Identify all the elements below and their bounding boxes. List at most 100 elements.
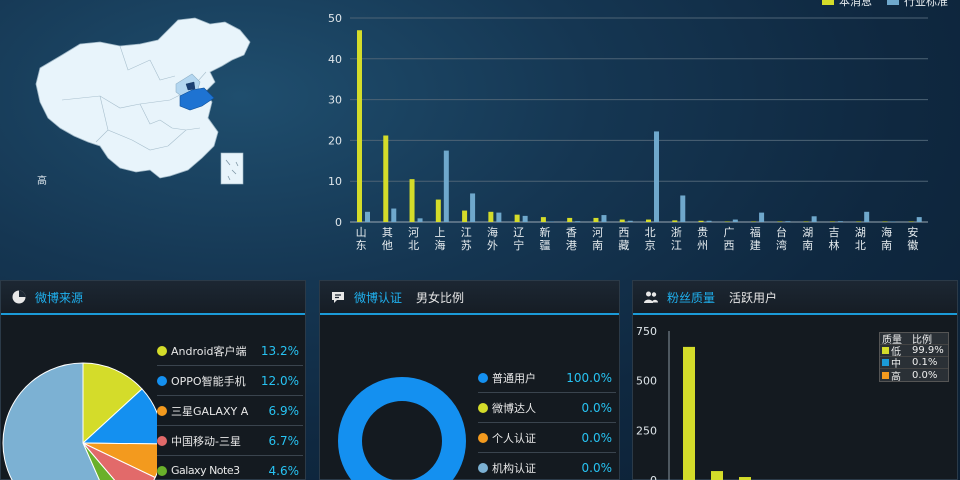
donut-slice[interactable] (338, 377, 466, 480)
legend-swatch[interactable] (822, 0, 834, 5)
bar-本消息[interactable] (409, 179, 415, 222)
x-tick-label: 南 (592, 239, 603, 252)
bar-本消息[interactable] (357, 30, 362, 222)
legend-item[interactable]: Galaxy Note3 4.6% (157, 456, 303, 480)
bar-行业标准[interactable] (916, 217, 922, 222)
bar-本消息[interactable] (593, 217, 599, 222)
bar-行业标准[interactable] (811, 216, 817, 222)
legend-label: Galaxy Note3 (171, 464, 240, 477)
bar-本消息[interactable] (724, 221, 730, 223)
x-tick-label: 新 (540, 225, 551, 239)
pie-slice[interactable] (81, 388, 157, 445)
bar-本消息[interactable] (751, 221, 757, 223)
bar-行业标准[interactable] (496, 212, 502, 222)
panel-tab-gender[interactable]: 男女比例 (416, 290, 465, 305)
x-tick-label: 河 (592, 226, 603, 239)
ratio-header-col: 比例 (912, 335, 932, 346)
bar-行业标准[interactable] (785, 221, 791, 222)
bar-行业标准[interactable] (759, 212, 765, 222)
bar-本消息[interactable] (908, 221, 914, 223)
bar-本消息[interactable] (435, 199, 441, 222)
legend-label: OPPO智能手机 (171, 374, 246, 388)
quality-row-low: 低 99.9% (880, 345, 948, 358)
bar-行业标准[interactable] (443, 150, 449, 222)
bar-本消息[interactable] (462, 210, 468, 222)
bar-行业标准[interactable] (890, 221, 896, 223)
pie-slice[interactable] (2, 362, 115, 480)
x-tick-label: 徽 (907, 238, 918, 252)
bar-本消息[interactable] (672, 220, 678, 222)
beijing-province[interactable] (185, 81, 196, 91)
legend-label: 普通用户 (492, 371, 536, 385)
bar-本消息[interactable] (383, 135, 389, 222)
bar-行业标准[interactable] (365, 211, 370, 222)
bar-行业标准[interactable] (601, 215, 607, 222)
y-tick-label: 30 (328, 94, 342, 107)
bar-本消息[interactable] (488, 211, 494, 222)
x-tick-label: 州 (697, 239, 708, 252)
quality-value: 0.0% (912, 369, 938, 381)
china-map: 高 (0, 0, 300, 268)
fans-bar[interactable] (683, 346, 695, 480)
bar-行业标准[interactable] (732, 219, 738, 222)
bar-本消息[interactable] (882, 221, 888, 223)
x-tick-label: 辽 (513, 226, 524, 239)
bar-行业标准[interactable] (680, 195, 686, 222)
y-tick-label: 750 (636, 325, 657, 338)
legend-swatch[interactable] (887, 0, 899, 5)
legend-item[interactable]: 中国移动-三星 6.7% (157, 426, 303, 456)
panel-title[interactable]: 粉丝质量 (667, 290, 716, 305)
x-tick-label: 吉 (829, 226, 840, 239)
bar-本消息[interactable] (646, 219, 651, 222)
bar-行业标准[interactable] (391, 208, 397, 222)
legend-item[interactable]: 机构认证 0.0% (478, 453, 616, 480)
china-map-land[interactable] (35, 17, 251, 179)
bar-行业标准[interactable] (417, 218, 423, 222)
legend-item[interactable]: 个人认证 0.0% (478, 423, 616, 453)
x-tick-label: 浙 (671, 226, 682, 239)
bar-行业标准[interactable] (654, 131, 659, 222)
shandong-province[interactable] (179, 87, 215, 111)
y-tick-label: 250 (636, 424, 657, 437)
bar-行业标准[interactable] (837, 221, 843, 222)
bar-行业标准[interactable] (470, 193, 476, 222)
bar-本消息[interactable] (514, 214, 520, 222)
legend-item[interactable]: Android客户端 13.2% (157, 336, 303, 366)
users-icon (644, 291, 658, 303)
bar-行业标准[interactable] (864, 211, 870, 222)
legend-label[interactable]: 本消息 (839, 0, 872, 8)
south-sea-inset[interactable] (220, 152, 244, 185)
pie-slice[interactable] (82, 362, 143, 445)
bar-行业标准[interactable] (548, 221, 554, 223)
x-tick-label: 江 (671, 239, 682, 252)
panel-title[interactable]: 微博来源 (35, 290, 84, 305)
legend-label: 微博达人 (492, 401, 536, 415)
legend-item[interactable]: OPPO智能手机 12.0% (157, 366, 303, 396)
bar-行业标准[interactable] (575, 221, 581, 222)
bar-本消息[interactable] (567, 217, 573, 222)
bar-行业标准[interactable] (627, 220, 633, 222)
legend-item[interactable]: 普通用户 100.0% (478, 363, 616, 393)
bar-本消息[interactable] (619, 219, 625, 222)
bar-本消息[interactable] (698, 220, 704, 222)
legend-item[interactable]: 三星GALAXY A 6.9% (157, 396, 303, 426)
fans-bar[interactable] (711, 471, 723, 480)
legend-item[interactable]: 微博达人 0.0% (478, 393, 616, 423)
bar-本消息[interactable] (540, 217, 546, 222)
bar-本消息[interactable] (829, 221, 835, 223)
legend-label[interactable]: 行业标准 (904, 0, 948, 8)
fans-bar[interactable] (739, 477, 751, 480)
source-pie-chart (2, 362, 157, 480)
bar-本消息[interactable] (856, 221, 862, 223)
bar-行业标准[interactable] (706, 220, 712, 222)
y-tick-label: 10 (328, 175, 342, 188)
bar-行业标准[interactable] (522, 215, 528, 222)
quality-legend-table: 质量 比例 低 99.9% 中 0.1% 高 0.0% (879, 332, 949, 383)
bar-本消息[interactable] (777, 221, 783, 223)
pie-slice[interactable] (82, 442, 135, 480)
bar-本消息[interactable] (803, 221, 809, 223)
pie-slice[interactable] (82, 442, 156, 480)
panel-tab-active[interactable]: 活跃用户 (729, 290, 778, 305)
panel-title[interactable]: 微博认证 (354, 290, 403, 305)
x-tick-label: 江 (461, 226, 472, 239)
